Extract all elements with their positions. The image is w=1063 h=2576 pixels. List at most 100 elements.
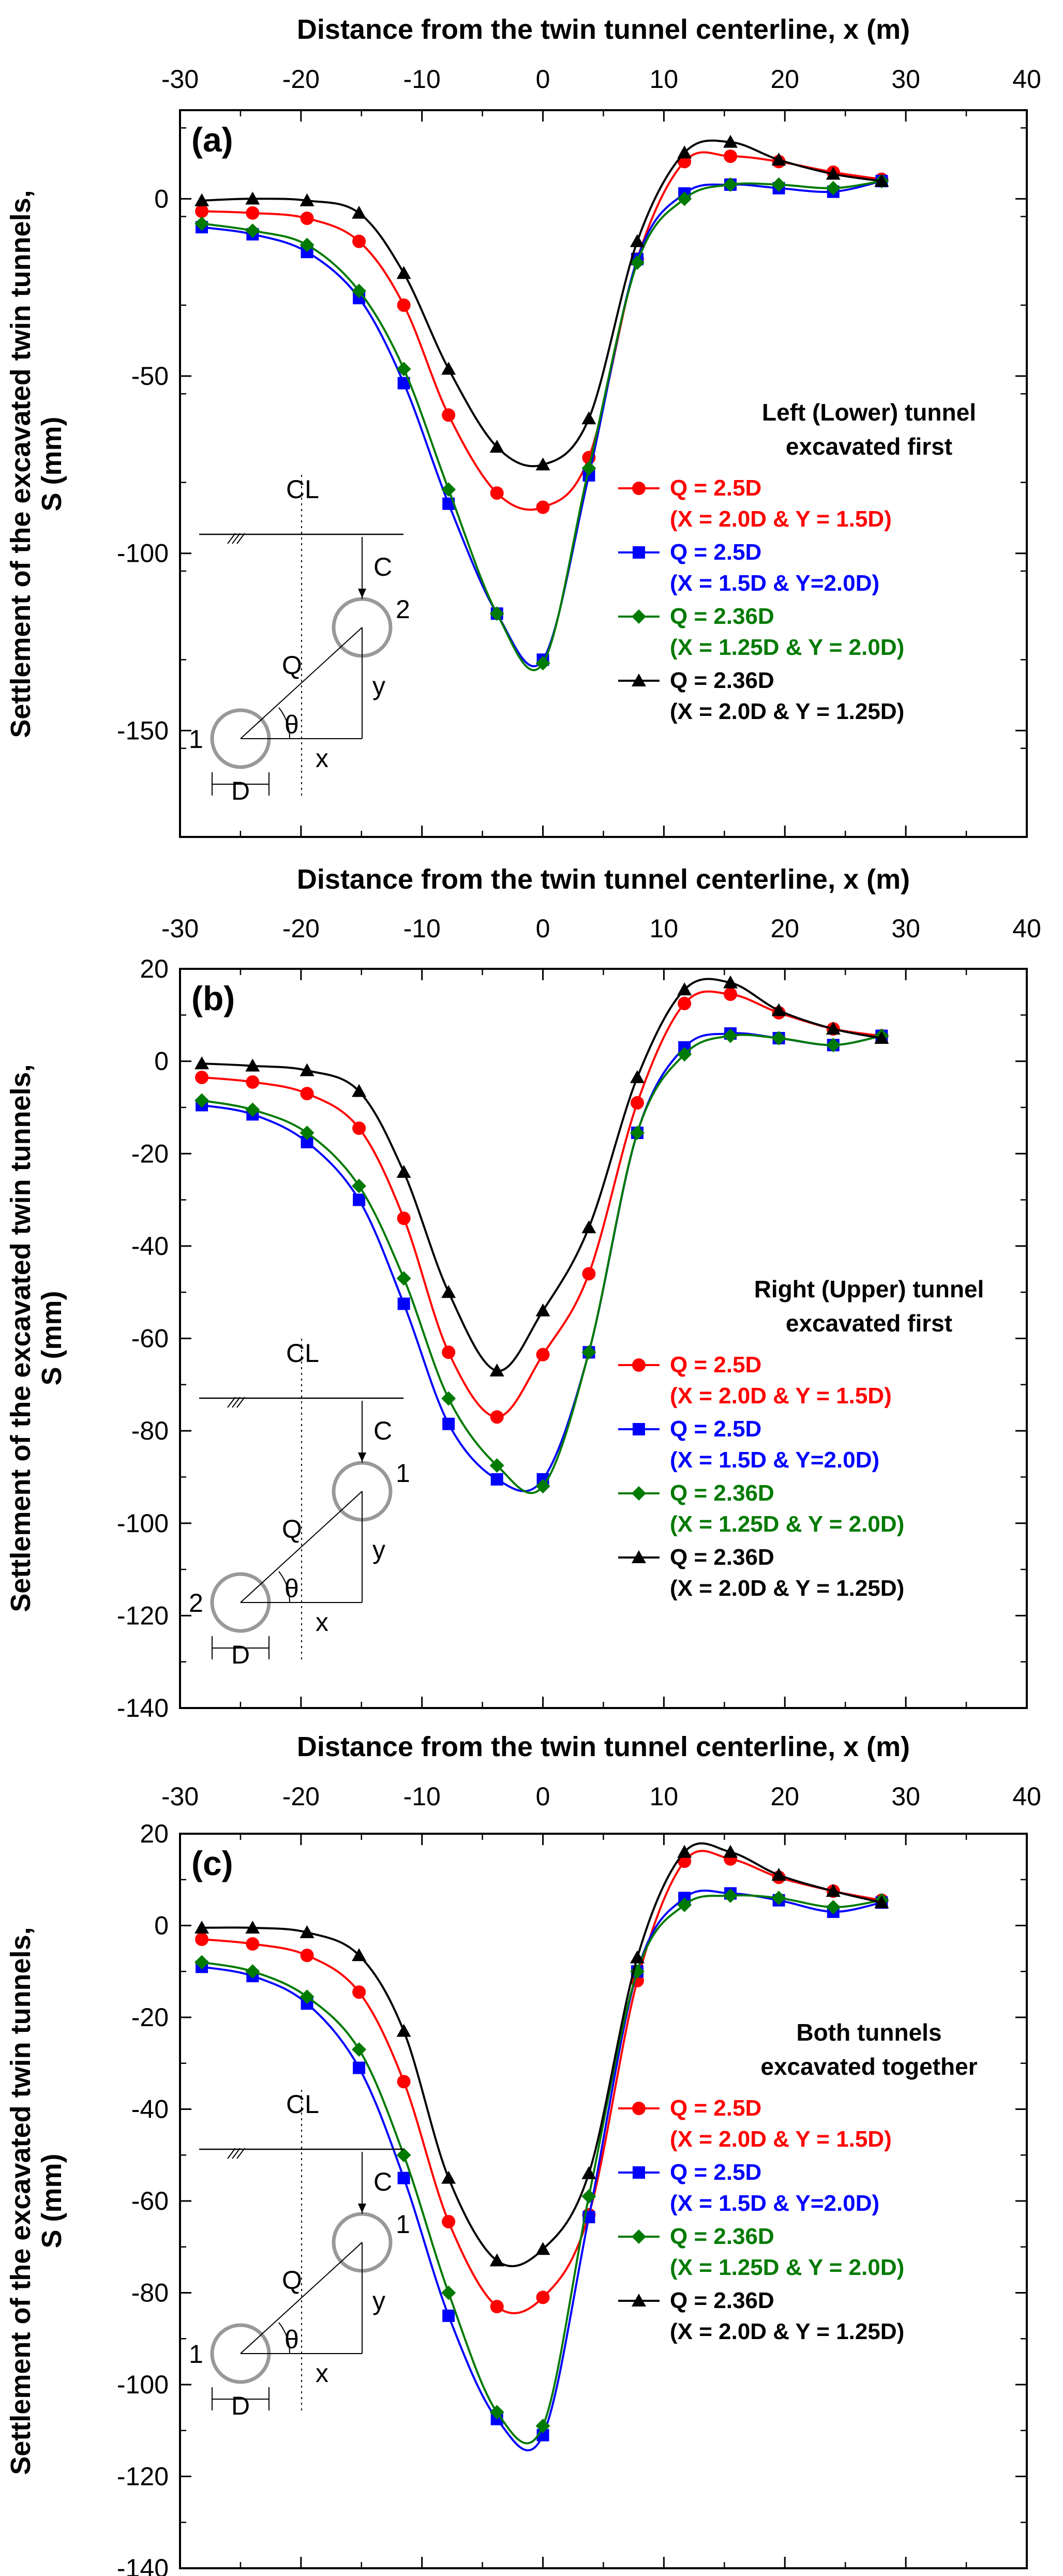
- legend-marker: [632, 609, 646, 624]
- data-point: [245, 1102, 260, 1117]
- data-point: [300, 1949, 314, 1963]
- data-point: [535, 2242, 550, 2255]
- y-tick-label: -50: [131, 362, 169, 391]
- q-line: [240, 1491, 363, 1603]
- data-point: [490, 1410, 504, 1424]
- x-tick-label: 30: [891, 1782, 920, 1811]
- data-point: [535, 2418, 550, 2433]
- x-tick-label: 0: [536, 914, 550, 943]
- ground-hatch: [227, 2148, 245, 2159]
- data-point: [678, 996, 692, 1010]
- data-series: [194, 1842, 889, 2267]
- data-point: [300, 1925, 315, 1938]
- hatch-stroke: [232, 533, 241, 544]
- panel-label: (b): [191, 979, 235, 1017]
- data-point: [353, 1193, 366, 1206]
- x-tick-label: 30: [891, 65, 920, 94]
- data-point: [352, 2042, 367, 2057]
- y-axis-title: Settlement of the excavated twin tunnels…: [5, 1064, 36, 1612]
- theta-arc: [278, 2322, 291, 2354]
- hatch-stroke: [227, 533, 236, 544]
- y-tick-label: 20: [140, 954, 169, 983]
- data-point: [874, 1030, 889, 1044]
- data-point: [723, 177, 738, 192]
- y-tick-label: -100: [117, 539, 169, 568]
- legend: Q = 2.5D (X = 2.0D & Y = 1.5D) Q = 2.5D (X …: [618, 1352, 904, 1601]
- x-tick-label: 20: [770, 1782, 799, 1811]
- legend-detail: (X = 1.5D & Y=2.0D): [670, 571, 879, 596]
- data-point: [352, 1948, 367, 1961]
- x-axis-title: Distance from the twin tunnel centerline…: [297, 864, 910, 895]
- lower-tunnel-number: 1: [189, 2340, 203, 2369]
- y-tick-label: -60: [131, 1324, 169, 1353]
- data-point: [352, 234, 366, 248]
- x-tick-label: 40: [1012, 1782, 1041, 1811]
- y-tick-label: -100: [117, 1509, 169, 1538]
- y-tick-label: -100: [117, 2370, 169, 2399]
- centerline-label: CL: [286, 475, 319, 504]
- data-point: [677, 145, 692, 159]
- data-point: [441, 2170, 456, 2184]
- data-point: [724, 149, 738, 163]
- legend-marker: [633, 1423, 645, 1435]
- data-point: [489, 606, 504, 621]
- x-tick-label: -30: [161, 1782, 199, 1811]
- data-point: [352, 1985, 366, 1999]
- data-point: [396, 1271, 411, 1286]
- data-point: [245, 1058, 260, 1072]
- data-point: [490, 1473, 503, 1486]
- data-point: [352, 205, 367, 219]
- data-series: [194, 975, 889, 1377]
- data-point: [723, 1888, 738, 1903]
- data-point: [771, 1003, 786, 1016]
- data-point: [677, 982, 692, 996]
- data-point: [194, 1056, 209, 1070]
- data-point: [245, 1920, 260, 1934]
- data-point: [490, 2300, 504, 2314]
- x-tick-label: 30: [891, 914, 920, 943]
- legend-detail: (X = 2.0D & Y = 1.25D): [670, 2319, 904, 2344]
- x-tick-label: 0: [536, 65, 550, 94]
- data-point: [300, 212, 314, 226]
- data-point: [397, 2171, 410, 2184]
- data-point: [441, 1391, 456, 1406]
- legend-label: Q = 2.5D: [670, 475, 761, 501]
- series-line: [201, 1034, 882, 1494]
- data-point: [771, 177, 786, 192]
- series-line: [202, 139, 882, 468]
- c-arrow: [358, 589, 366, 598]
- hatch-stroke: [227, 2148, 236, 2159]
- plot-frame: [179, 968, 1028, 1709]
- x-axis-title: Distance from the twin tunnel centerline…: [297, 1731, 910, 1762]
- data-point: [300, 1989, 315, 2004]
- theta-label: θ: [285, 2325, 299, 2354]
- data-point: [352, 1084, 367, 1097]
- legend-detail: (X = 1.25D & Y = 2.0D): [670, 2255, 904, 2280]
- legend-detail: (X = 2.0D & Y = 1.25D): [670, 1576, 904, 1601]
- x-tick-label: -20: [282, 914, 320, 943]
- x-label: x: [316, 1608, 328, 1637]
- x-tick-label: -10: [403, 914, 441, 943]
- data-point: [536, 2290, 550, 2304]
- data-point: [630, 1096, 644, 1110]
- series-line: [201, 1894, 882, 2445]
- data-point: [536, 500, 550, 514]
- data-point: [826, 1900, 841, 1914]
- lower-tunnel-number: 2: [189, 1589, 203, 1618]
- c-label: C: [373, 2167, 392, 2196]
- data-point: [245, 1964, 260, 1979]
- data-point: [677, 1047, 692, 1062]
- data-series: [195, 149, 889, 514]
- data-series: [194, 1028, 889, 1494]
- legend-marker: [632, 1486, 646, 1501]
- hatch-stroke: [236, 1397, 245, 1408]
- ground-hatch: [227, 1397, 245, 1408]
- y-axis-title: Settlement of the excavated twin tunnels…: [5, 190, 36, 738]
- legend-detail: (X = 2.0D & Y = 1.25D): [670, 699, 904, 724]
- data-point: [352, 1121, 366, 1135]
- data-point: [581, 1345, 596, 1360]
- legend-detail: (X = 2.0D & Y = 1.5D): [670, 1383, 892, 1409]
- legend-label: Q = 2.5D: [670, 1352, 761, 1377]
- data-point: [581, 2189, 596, 2204]
- data-point: [874, 174, 889, 187]
